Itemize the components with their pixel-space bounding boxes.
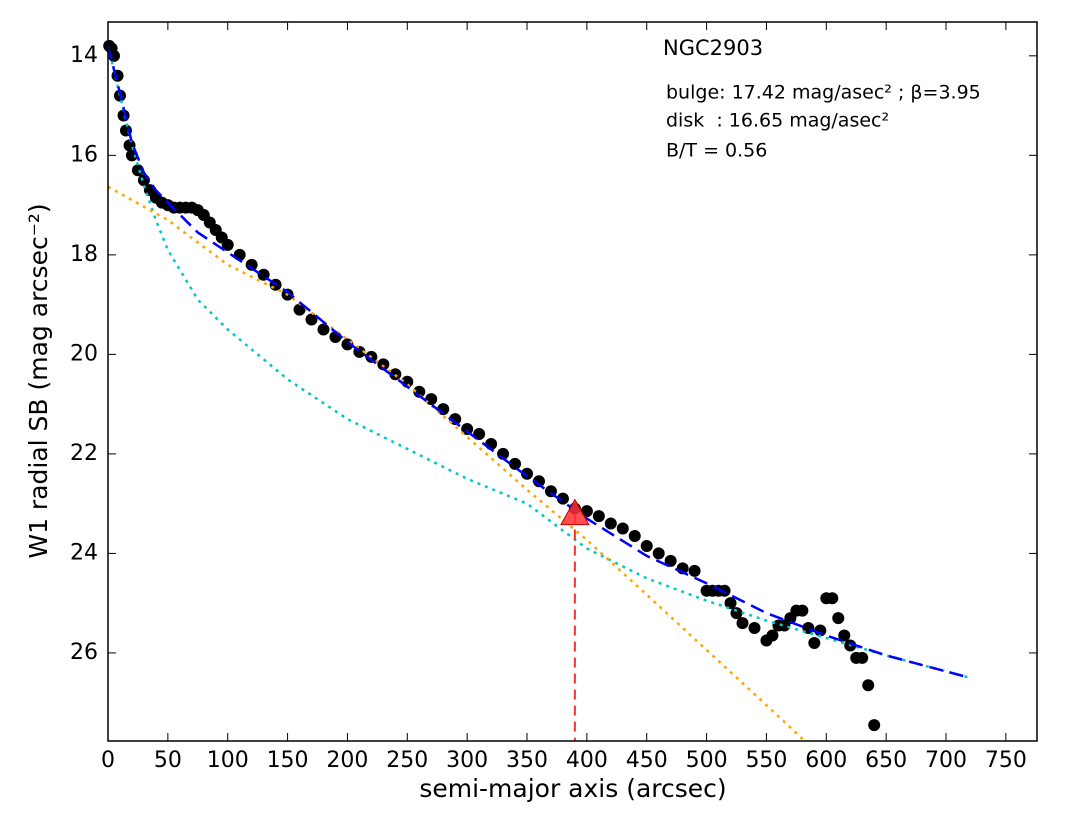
data-point: [838, 629, 851, 642]
data-point: [592, 510, 605, 523]
data-point: [305, 313, 318, 326]
y-tick-label: 26: [70, 640, 98, 665]
data-point: [718, 584, 731, 597]
data-point: [628, 529, 641, 542]
data-point: [616, 522, 629, 535]
x-tick-label: 100: [207, 748, 249, 773]
x-tick-label: 350: [506, 748, 548, 773]
data-point: [449, 413, 462, 426]
data-point: [688, 564, 701, 577]
x-tick-label: 450: [626, 748, 668, 773]
data-point: [664, 554, 677, 567]
marker-triangle: [560, 498, 590, 526]
x-tick-label: 700: [925, 748, 967, 773]
data-point: [377, 358, 390, 371]
y-tick-label: 20: [70, 341, 98, 366]
y-tick-label: 22: [70, 441, 98, 466]
x-tick-label: 0: [101, 748, 115, 773]
data-point: [509, 457, 522, 470]
annotation: bulge: 17.42 mag/asec² ; β=3.95: [666, 82, 981, 104]
x-tick-label: 400: [566, 748, 608, 773]
data-point: [532, 475, 545, 488]
plot-frame: [107, 21, 1038, 742]
x-tick-label: 550: [745, 748, 787, 773]
y-axis-label: W1 radial SB (mag arcsec⁻²): [24, 203, 53, 558]
y-tick-label: 18: [70, 242, 98, 267]
data-point: [640, 539, 653, 552]
data-point: [736, 617, 749, 630]
annotation: disk : 16.65 mag/asec²: [666, 110, 889, 132]
x-tick-label: 200: [326, 748, 368, 773]
data-point: [461, 423, 474, 436]
data-point: [856, 651, 869, 664]
data-point: [814, 624, 827, 637]
annotation: B/T = 0.56: [666, 140, 767, 162]
data-point: [137, 174, 150, 187]
x-tick-label: 300: [446, 748, 488, 773]
data-point: [808, 636, 821, 649]
x-tick-label: 150: [267, 748, 309, 773]
data-point: [521, 467, 534, 480]
y-tick-label: 24: [70, 540, 98, 565]
y-tick-label: 16: [70, 142, 98, 167]
data-point: [245, 258, 258, 271]
data-point: [862, 679, 875, 692]
x-tick-label: 750: [985, 748, 1027, 773]
data-point: [131, 164, 144, 177]
data-point: [766, 629, 779, 642]
data-point: [652, 547, 665, 560]
data-point: [748, 622, 761, 635]
data-point: [425, 393, 438, 406]
x-tick-label: 50: [154, 748, 182, 773]
x-tick-label: 250: [386, 748, 428, 773]
data-point: [580, 505, 593, 518]
x-axis-label: semi-major axis (arcsec): [419, 774, 726, 803]
data-point: [317, 323, 330, 336]
data-point: [832, 612, 845, 625]
data-point: [604, 517, 617, 530]
model-curve: [106, 45, 971, 680]
y-tick-label: 14: [70, 43, 98, 68]
data-point: [293, 303, 306, 316]
data-point: [730, 607, 743, 620]
x-tick-label: 600: [805, 748, 847, 773]
model-curve: [107, 185, 806, 742]
x-tick-label: 500: [686, 748, 728, 773]
annotation: NGC2903: [663, 36, 763, 60]
data-point: [796, 604, 809, 617]
x-tick-label: 650: [865, 748, 907, 773]
data-point: [556, 492, 569, 505]
data-point: [868, 719, 881, 732]
data-point: [724, 597, 737, 610]
model-curve: [106, 45, 971, 680]
data-point: [826, 592, 839, 605]
data-point: [221, 238, 234, 251]
